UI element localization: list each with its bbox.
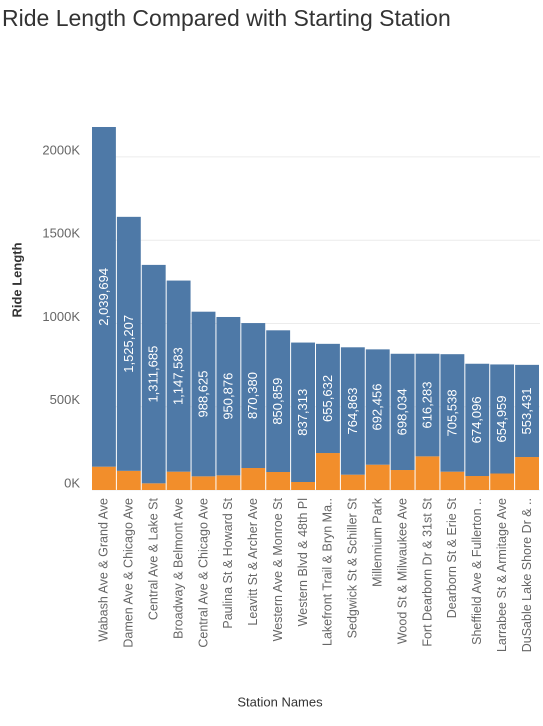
bar-segment bbox=[141, 483, 166, 490]
bar-segment bbox=[415, 456, 440, 490]
bar-segment bbox=[92, 126, 116, 467]
data-label: 654,959 bbox=[494, 395, 509, 442]
bar-segment bbox=[365, 349, 390, 465]
bar-segment bbox=[515, 457, 539, 490]
bar-segment bbox=[316, 453, 340, 490]
bar-segment bbox=[166, 280, 191, 472]
data-label: 1,147,583 bbox=[171, 347, 186, 405]
bar-segment bbox=[291, 482, 315, 490]
x-tick-label: Western Blvd & 48th Pl bbox=[296, 498, 310, 626]
bar-segment bbox=[92, 466, 116, 490]
data-label: 2,039,694 bbox=[96, 268, 111, 326]
x-tick-label: Western Ave & Monroe St bbox=[271, 497, 285, 641]
data-label: 705,538 bbox=[444, 389, 459, 436]
y-tick-label: 1000K bbox=[42, 309, 80, 324]
data-label: 988,625 bbox=[195, 371, 210, 418]
data-label: 950,876 bbox=[220, 373, 235, 420]
data-label: 553,431 bbox=[519, 387, 534, 434]
y-tick-label: 500K bbox=[50, 392, 81, 407]
x-tick-label: Millennium Park bbox=[371, 497, 385, 587]
bar-segment bbox=[440, 471, 465, 490]
data-label: 850,859 bbox=[270, 378, 285, 425]
bar-segment bbox=[390, 470, 415, 490]
data-label: 764,863 bbox=[345, 387, 360, 434]
data-label: 655,632 bbox=[320, 375, 335, 422]
bar-segment bbox=[515, 364, 539, 458]
bar-segment bbox=[266, 330, 291, 473]
data-label: 1,311,685 bbox=[146, 346, 161, 403]
x-tick-label: Paulina St & Howard St bbox=[221, 497, 235, 628]
bar-segment bbox=[291, 342, 315, 483]
bar-segment bbox=[316, 343, 340, 454]
x-axis-title: Station Names bbox=[237, 694, 323, 709]
bar-segment bbox=[191, 311, 216, 477]
x-tick-label: Lakefront Trail & Bryn Ma.. bbox=[321, 498, 335, 646]
data-label: 870,380 bbox=[245, 372, 260, 419]
y-axis-title: Ride Length bbox=[9, 242, 24, 317]
x-tick-label: Larrabee St & Armitage Ave bbox=[495, 498, 509, 652]
x-tick-label: Wood St & Milwaukee Ave bbox=[395, 498, 409, 644]
data-label: 692,456 bbox=[370, 384, 385, 431]
bar-segment bbox=[216, 316, 241, 476]
x-tick-label: Sedgwick St & Schiller St bbox=[346, 497, 360, 638]
x-tick-label: Central Ave & Chicago Ave bbox=[196, 498, 210, 648]
data-label: 698,034 bbox=[395, 388, 410, 435]
x-tick-label: Dearborn St & Erie St bbox=[445, 497, 459, 618]
bar-segment bbox=[490, 364, 515, 474]
data-label: 616,283 bbox=[419, 382, 434, 429]
bar-segment bbox=[116, 216, 141, 471]
bar-segment bbox=[241, 323, 266, 469]
bar-segment bbox=[266, 472, 291, 490]
bar-segment bbox=[465, 476, 490, 490]
bar-segment bbox=[340, 474, 365, 490]
bar-segment bbox=[241, 468, 266, 490]
x-tick-label: Fort Dearborn Dr & 31st St bbox=[420, 497, 434, 646]
x-tick-label: Damen Ave & Chicago Ave bbox=[122, 498, 136, 648]
chart-title: Ride Length Compared with Starting Stati… bbox=[2, 5, 451, 31]
data-label: 674,096 bbox=[469, 396, 484, 443]
y-tick-label: 1500K bbox=[42, 226, 80, 241]
y-tick-label: 0K bbox=[64, 475, 80, 490]
bar-segment bbox=[116, 470, 141, 490]
x-tick-label: Leavitt St & Archer Ave bbox=[246, 498, 260, 626]
x-tick-label: Broadway & Belmont Ave bbox=[171, 498, 185, 639]
x-tick-label: Sheffield Ave & Fullerton .. bbox=[470, 498, 484, 645]
x-tick-label: Wabash Ave & Grand Ave bbox=[97, 498, 111, 642]
bar-segment bbox=[465, 363, 490, 477]
bar-segment bbox=[365, 464, 390, 490]
bar-segment bbox=[340, 347, 365, 475]
data-label: 837,313 bbox=[295, 389, 310, 436]
y-tick-label: 2000K bbox=[42, 142, 80, 157]
bar-segment bbox=[490, 473, 515, 490]
bar-segment bbox=[141, 264, 166, 484]
x-tick-label: DuSable Lake Shore Dr & .. bbox=[520, 498, 534, 652]
bar-segment bbox=[390, 353, 415, 471]
data-label: 1,525,207 bbox=[121, 315, 136, 373]
x-tick-label: Central Ave & Lake St bbox=[147, 497, 161, 620]
bar-segment bbox=[216, 475, 241, 490]
bar-segment bbox=[191, 476, 216, 490]
bar-segment bbox=[440, 354, 465, 472]
bar-segment bbox=[166, 471, 191, 490]
bar-segment bbox=[415, 353, 440, 457]
